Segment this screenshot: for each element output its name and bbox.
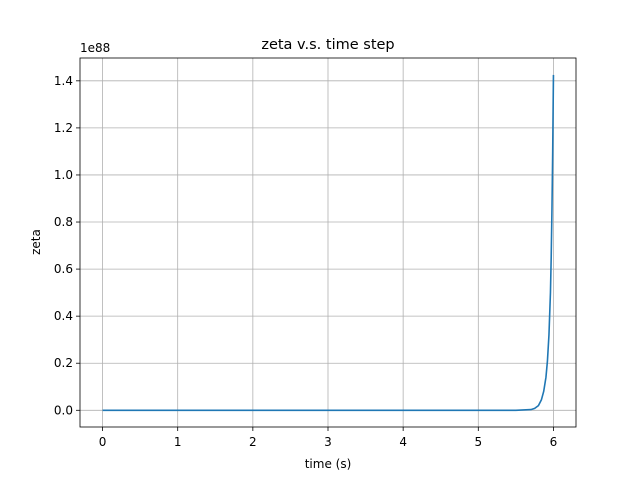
y-tick-label: 1.2 (54, 121, 73, 135)
y-tick-label: 0.0 (54, 403, 73, 417)
x-tick-label: 3 (324, 435, 332, 449)
x-axis-label: time (s) (305, 457, 352, 471)
x-tick-label: 4 (399, 435, 407, 449)
x-tick-label: 5 (474, 435, 482, 449)
series-layer (102, 74, 555, 412)
y-offset-label: 1e88 (80, 41, 110, 55)
y-tick-label: 0.8 (54, 215, 73, 229)
x-axis-ticks: 0 1 2 3 4 5 6 (99, 427, 558, 449)
series-line (102, 74, 555, 412)
y-tick-label: 0.2 (54, 356, 73, 370)
y-axis-label: zeta (29, 229, 43, 255)
x-tick-label: 6 (550, 435, 558, 449)
y-tick-label: 0.4 (54, 309, 73, 323)
y-axis-ticks: 0.0 0.2 0.4 0.6 0.8 1.0 1.2 1.4 (54, 74, 80, 417)
y-tick-label: 1.0 (54, 168, 73, 182)
x-tick-label: 0 (99, 435, 107, 449)
x-tick-label: 2 (249, 435, 257, 449)
y-tick-label: 0.6 (54, 262, 73, 276)
chart-title: zeta v.s. time step (261, 37, 394, 53)
x-tick-label: 1 (174, 435, 182, 449)
y-tick-label: 1.4 (54, 74, 73, 88)
